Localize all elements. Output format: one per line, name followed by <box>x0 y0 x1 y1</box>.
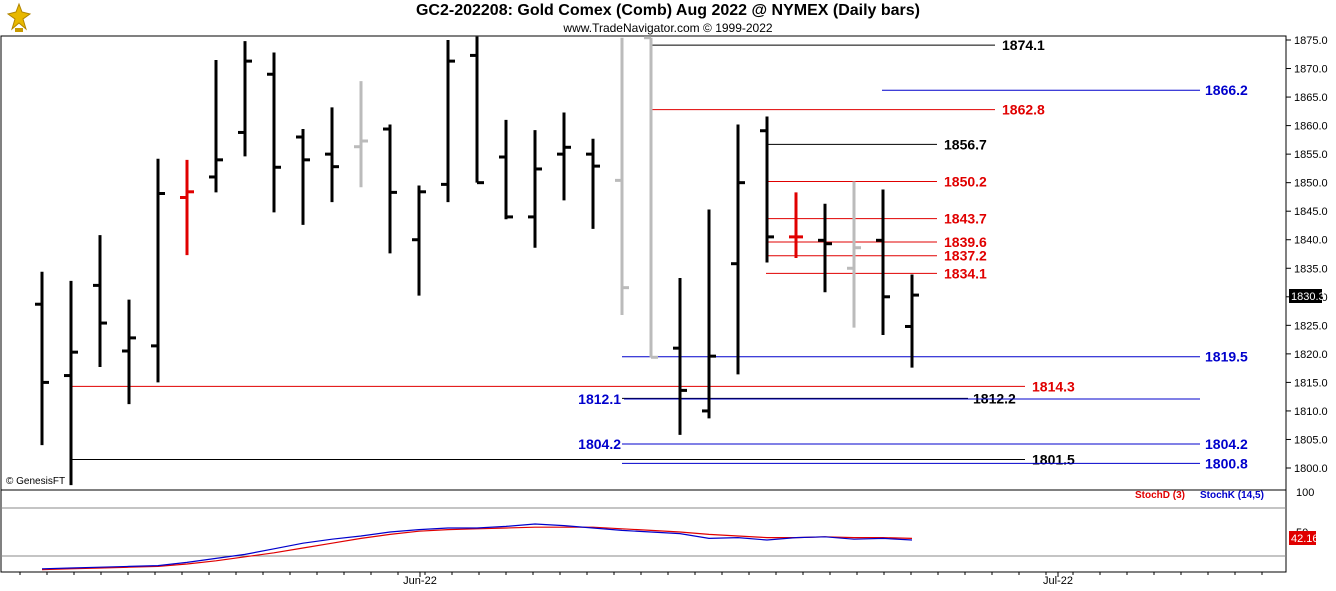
ohlc-bars <box>35 36 919 486</box>
stoch-value-label: 42.16 <box>1291 533 1319 545</box>
ohlc-bar <box>238 41 252 157</box>
level-label: 1866.2 <box>1205 82 1248 98</box>
watermark: © GenesisFT <box>6 476 65 487</box>
ohlc-bar <box>209 59 223 193</box>
price-tick-label: 1810.0 <box>1294 406 1328 418</box>
stoch-legend-entry: StochD (3) <box>1135 490 1185 501</box>
ohlc-bar <box>557 112 571 201</box>
level-label: 1801.5 <box>1032 451 1075 467</box>
ohlc-bar <box>528 130 542 248</box>
level-label: 1804.2 <box>1205 436 1248 452</box>
ohlc-bar <box>731 124 745 375</box>
level-label: 1834.1 <box>944 265 987 281</box>
ohlc-bar <box>441 40 455 203</box>
ohlc-bar <box>122 299 136 405</box>
level-label: 1856.7 <box>944 136 987 152</box>
ohlc-bar <box>64 280 78 486</box>
price-tick-label: 1815.0 <box>1294 377 1328 389</box>
price-tick-label: 1840.0 <box>1294 235 1328 247</box>
price-tick-label: 1870.0 <box>1294 64 1328 76</box>
level-label: 1874.1 <box>1002 37 1045 53</box>
ohlc-bar <box>905 274 919 368</box>
ohlc-bar <box>615 37 629 316</box>
ohlc-bar <box>383 124 397 254</box>
ohlc-bar <box>702 209 716 419</box>
ohlc-bar <box>151 158 165 383</box>
date-axis: Jun-22 Jul-22 <box>19 572 1263 587</box>
date-tick-label: Jul-22 <box>1043 575 1073 587</box>
price-tick-label: 1850.0 <box>1294 178 1328 190</box>
level-label: 1819.5 <box>1205 349 1248 365</box>
price-tick-label: 1875.0 <box>1294 35 1328 47</box>
genesis-logo-icon <box>6 2 32 32</box>
chart-title: GC2-202208: Gold Comex (Comb) Aug 2022 @… <box>415 2 921 19</box>
ohlc-bar <box>876 189 890 336</box>
stoch-legend-entry: StochK (14,5) <box>1200 490 1264 501</box>
ohlc-bar <box>847 181 861 328</box>
price-tick-label: 1855.0 <box>1294 149 1328 161</box>
ohlc-bar <box>673 277 687 435</box>
stoch-tick-label: 100 <box>1296 487 1314 499</box>
level-label: 1862.8 <box>1002 102 1045 118</box>
stochastic-pane: 10050StochD (3)StochK (14,5) <box>1 487 1314 571</box>
ohlc-bar <box>296 129 310 225</box>
level-label: 1837.2 <box>944 248 987 264</box>
ohlc-bar <box>412 185 426 296</box>
ohlc-bar <box>267 52 281 213</box>
level-label: 1814.3 <box>1032 378 1075 394</box>
level-label: 1804.2 <box>578 436 621 452</box>
ohlc-bar <box>789 192 803 258</box>
ohlc-bar <box>644 36 658 359</box>
ohlc-bar <box>93 235 107 367</box>
ohlc-bar <box>325 107 339 203</box>
price-levels: 1874.1 1866.2 1862.8 1856.7 1850.2 1843.7 1839… <box>72 37 1248 471</box>
ohlc-bar <box>760 116 774 263</box>
date-tick-label: Jun-22 <box>403 575 437 587</box>
level-label: 1843.7 <box>944 211 987 227</box>
ohlc-bar <box>354 81 368 188</box>
level-label: 1812.1 <box>578 391 621 407</box>
price-tick-label: 1865.0 <box>1294 92 1328 104</box>
price-tick-label: 1800.0 <box>1294 463 1328 475</box>
price-axis: 1875.0 1870.0 1865.0 1860.0 1855.0 1850.0 1845… <box>1286 35 1328 475</box>
chart-subtitle: www.TradeNavigator.com © 1999-2022 <box>563 21 773 35</box>
level-label: 1800.8 <box>1205 455 1248 471</box>
ohlc-bar <box>180 159 194 256</box>
level-label: 1839.6 <box>944 234 987 250</box>
price-tick-label: 1805.0 <box>1294 434 1328 446</box>
ohlc-bar <box>499 119 513 220</box>
last-price-tag <box>1289 289 1322 303</box>
ohlc-bar <box>586 138 600 229</box>
price-tick-label: 1820.0 <box>1294 349 1328 361</box>
price-tick-label: 1825.0 <box>1294 320 1328 332</box>
level-label: 1812.2 <box>973 390 1016 406</box>
ohlc-bar <box>35 271 49 446</box>
price-tick-label: 1860.0 <box>1294 121 1328 133</box>
stoch-value-tag <box>1289 531 1316 545</box>
price-tick-label: 1835.0 <box>1294 263 1328 275</box>
price-pane-frame <box>0 35 1287 491</box>
ohlc-bar <box>818 203 832 293</box>
level-label: 1850.2 <box>944 174 987 190</box>
stoch-d-line <box>41 526 913 571</box>
ohlc-bar <box>470 36 484 185</box>
price-tick-label: 1845.0 <box>1294 206 1328 218</box>
last-price-label: 1830.3 <box>1291 291 1325 303</box>
stoch-k-line <box>41 523 913 570</box>
